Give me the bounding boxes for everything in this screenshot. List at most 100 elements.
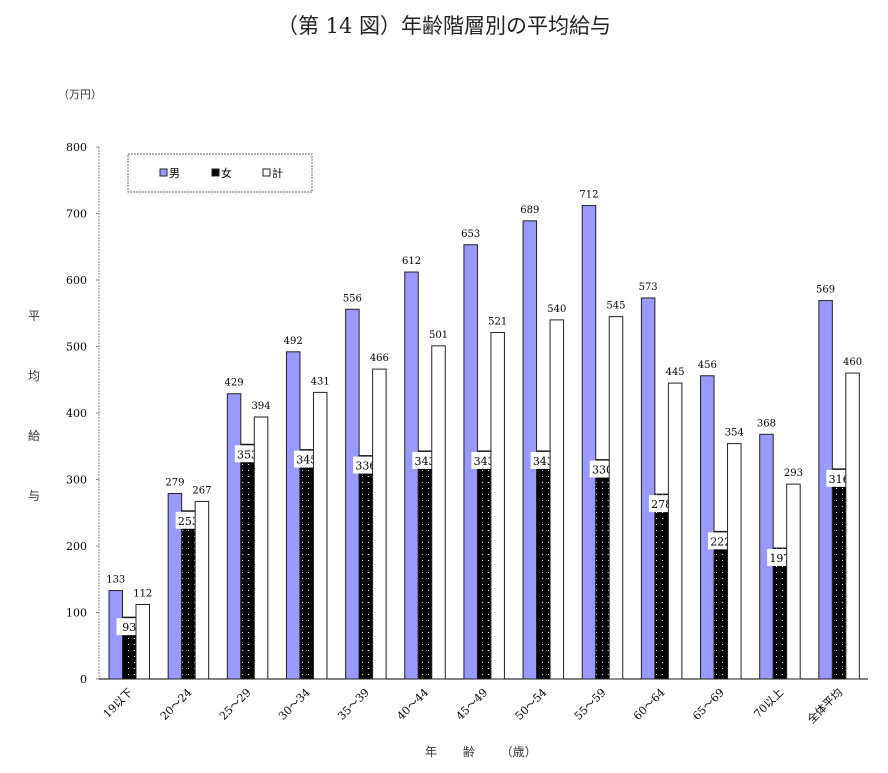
legend-swatch-男	[159, 168, 168, 177]
y-tick-label: 300	[66, 474, 87, 487]
x-axis-label: 年 齢 （歳）	[425, 745, 537, 759]
bar-計	[431, 345, 446, 680]
data-label: 278	[651, 498, 672, 511]
data-label: 394	[252, 401, 271, 412]
bar-女	[299, 449, 314, 680]
bar-計	[727, 443, 742, 680]
bar-女	[240, 443, 255, 680]
data-label: 279	[165, 477, 184, 488]
bar-男	[345, 308, 360, 680]
data-label: 336	[355, 460, 376, 473]
x-tick-label: 30〜34	[276, 686, 313, 723]
legend-swatch-計	[262, 168, 271, 177]
data-label: 556	[343, 293, 362, 304]
x-tick-label: 45〜49	[454, 686, 491, 723]
data-label: 330	[592, 464, 613, 477]
data-label: 133	[106, 575, 125, 586]
bar-男	[522, 220, 538, 680]
bar-計	[490, 332, 505, 680]
data-label: 345	[296, 454, 317, 467]
bar-女	[713, 530, 729, 680]
data-label: 343	[474, 455, 495, 468]
data-label: 653	[461, 229, 480, 240]
data-label: 612	[402, 256, 421, 267]
legend-label: 計	[272, 166, 283, 180]
data-label: 445	[666, 367, 685, 378]
data-label: 501	[429, 330, 448, 341]
bar-女	[476, 450, 492, 680]
data-label: 573	[639, 282, 658, 293]
x-tick-label: 60〜64	[631, 686, 668, 723]
y-tick-label: 400	[66, 407, 87, 420]
bar-女	[772, 547, 788, 680]
x-tick-label: 35〜39	[335, 686, 372, 723]
bar-計	[786, 483, 801, 680]
x-tick-label: 70以上	[751, 686, 786, 721]
x-tick-label: 40〜44	[394, 686, 431, 723]
y-axis-label-char: 均	[28, 369, 41, 383]
bar-女	[831, 468, 847, 680]
data-label: 253	[178, 515, 199, 528]
data-label: 197	[769, 552, 790, 565]
data-label: 343	[415, 455, 436, 468]
data-label: 431	[311, 376, 330, 387]
bar-女	[358, 455, 374, 680]
data-label: 368	[757, 418, 776, 429]
y-axis-label-char: 与	[28, 489, 41, 503]
data-label: 456	[698, 360, 717, 371]
bar-計	[845, 372, 860, 680]
bar-男	[404, 271, 419, 680]
data-label: 354	[725, 428, 744, 439]
bar-計	[549, 319, 565, 680]
data-label: 293	[784, 468, 803, 479]
data-label: 343	[533, 455, 554, 468]
y-tick-label: 700	[66, 208, 87, 221]
bar-計	[372, 368, 387, 680]
data-label: 540	[547, 304, 566, 315]
bar-計	[312, 391, 328, 680]
bar-男	[818, 300, 833, 680]
bar-男	[581, 205, 597, 680]
data-label: 353	[237, 448, 258, 461]
bar-男	[640, 297, 656, 680]
data-label: 112	[133, 589, 152, 600]
legend-label: 女	[221, 166, 232, 180]
data-label: 492	[284, 336, 303, 347]
data-label: 712	[579, 190, 598, 201]
data-label: 93	[122, 621, 136, 634]
bar-計	[135, 604, 150, 680]
data-label: 460	[843, 357, 862, 368]
bar-女	[536, 450, 551, 680]
data-label: 316	[829, 473, 850, 486]
y-axis-label-char: 平	[28, 309, 41, 323]
bar-計	[194, 500, 210, 680]
y-tick-label: 200	[66, 540, 87, 553]
y-axis-label-char: 給	[28, 429, 41, 443]
bar-男	[285, 351, 301, 680]
data-label: 689	[520, 205, 539, 216]
data-label: 545	[606, 301, 625, 312]
y-tick-label: 0	[80, 673, 87, 686]
bar-女	[417, 450, 433, 680]
bar-計	[253, 416, 269, 680]
chart-title: （第 14 図）年齢階層別の平均給与	[276, 14, 612, 38]
bar-女	[654, 493, 669, 680]
bar-女	[595, 459, 610, 680]
bar-計	[667, 382, 683, 680]
x-tick-label: 25〜29	[217, 686, 254, 723]
x-tick-label: 65〜69	[690, 686, 727, 723]
y-tick-label: 600	[66, 274, 87, 287]
data-label: 429	[225, 378, 244, 389]
unit-label: （万円）	[58, 88, 102, 101]
x-tick-label: 全体平均	[804, 685, 845, 726]
data-label: 521	[488, 317, 507, 328]
legend	[127, 153, 313, 193]
data-label: 569	[816, 285, 835, 296]
legend-swatch-女	[211, 168, 220, 177]
y-tick-label: 100	[66, 607, 87, 620]
y-tick-label: 500	[66, 341, 87, 354]
x-tick-label: 20〜24	[158, 686, 195, 723]
bar-女	[181, 510, 196, 680]
